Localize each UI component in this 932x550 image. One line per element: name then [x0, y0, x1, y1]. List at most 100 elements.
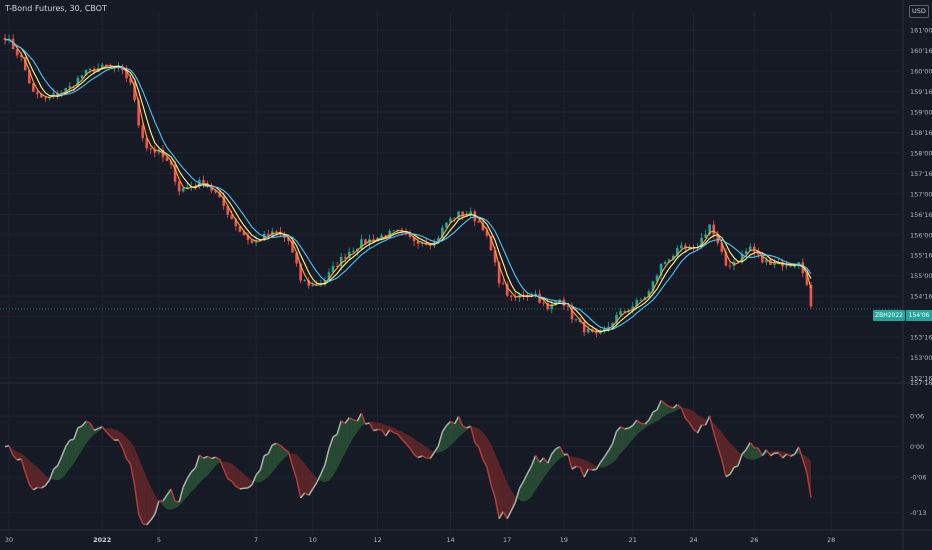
- osc-line-segment: [470, 426, 476, 443]
- osc-line-segment: [85, 420, 91, 424]
- candle-body: [615, 314, 618, 324]
- osc-cloud-segment: [450, 421, 455, 446]
- osc-cloud-segment: [264, 453, 269, 480]
- osc-line-segment: [340, 420, 346, 425]
- osc-cloud-segment: [203, 456, 208, 480]
- candle-body: [339, 256, 343, 267]
- ma-mid-line: [4, 38, 812, 332]
- osc-cloud-segment: [491, 444, 496, 497]
- candle-body: [586, 328, 590, 333]
- candle-body: [716, 234, 720, 244]
- osc-line-segment: [704, 415, 711, 426]
- osc-line-segment: [450, 420, 455, 425]
- osc-line-segment: [786, 453, 792, 457]
- axes: 161'00 160'16 160'00 159'16 159'00 158'16 158'…: [5, 27, 932, 544]
- x-tick-label: 17: [503, 536, 511, 544]
- osc-line-segment: [510, 502, 516, 512]
- candle-body: [44, 97, 47, 99]
- candle-body: [137, 100, 140, 126]
- candle-body: [28, 70, 31, 84]
- osc-cloud-segment: [183, 478, 188, 502]
- x-tick-label: 26: [750, 536, 758, 544]
- osc-line-segment: [109, 435, 115, 441]
- osc-line-segment: [539, 457, 545, 463]
- osc-line-segment: [656, 400, 662, 411]
- osc-cloud-segment: [515, 488, 520, 503]
- osc-line-segment: [514, 488, 521, 503]
- osc-line-segment: [137, 513, 144, 524]
- osc-line-segment: [518, 481, 525, 490]
- osc-cloud-segment: [296, 454, 301, 498]
- osc-line-segment: [308, 488, 314, 496]
- osc-cloud-segment: [239, 470, 244, 489]
- symbol-badge[interactable]: ZBH2022: [873, 310, 905, 321]
- osc-y-tick-label: 0'00: [910, 443, 924, 451]
- osc-cloud-segment: [665, 403, 670, 416]
- osc-line-segment: [417, 455, 423, 459]
- candle-body: [185, 186, 189, 188]
- osc-line-segment: [453, 416, 460, 425]
- osc-line-segment: [534, 455, 541, 463]
- candle-body: [558, 299, 562, 301]
- osc-cloud-segment: [272, 443, 277, 473]
- candle-body: [352, 250, 355, 252]
- osc-cloud-segment: [604, 450, 609, 468]
- candle-body: [19, 55, 23, 58]
- last-price-badge[interactable]: 154'06: [906, 310, 932, 321]
- osc-line-segment: [174, 500, 180, 503]
- osc-line-segment: [81, 420, 87, 427]
- osc-line-segment: [182, 478, 188, 488]
- candle-body: [416, 241, 420, 244]
- y-tick-label: 158'00: [910, 149, 932, 157]
- osc-line-segment: [154, 500, 160, 515]
- candle-body: [773, 262, 776, 265]
- osc-line-segment: [745, 442, 751, 450]
- osc-cloud-segment: [126, 437, 131, 465]
- osc-cloud-segment: [142, 467, 147, 525]
- candle-body: [214, 190, 217, 193]
- osc-cloud-segment: [207, 456, 212, 476]
- osc-line-segment: [672, 404, 678, 409]
- osc-line-segment: [401, 438, 407, 445]
- osc-cloud-segment: [499, 463, 504, 519]
- candle-body: [181, 187, 185, 192]
- currency-badge[interactable]: USD: [909, 5, 929, 18]
- candle-body: [550, 304, 554, 310]
- osc-cloud-segment: [401, 431, 406, 444]
- candle-body: [331, 266, 335, 273]
- osc-line-segment: [583, 468, 589, 478]
- candle-body: [141, 125, 144, 139]
- candles: [3, 33, 813, 338]
- candle-body: [631, 306, 635, 311]
- osc-line-segment: [251, 474, 257, 486]
- candle-body: [437, 238, 440, 243]
- osc-cloud-segment: [57, 456, 62, 481]
- osc-line-segment: [61, 446, 67, 457]
- osc-cloud-segment: [697, 414, 702, 434]
- osc-line-segment: [227, 478, 233, 482]
- osc-cloud-segment: [276, 443, 281, 468]
- osc-line-segment: [385, 429, 391, 437]
- ma-fast-line: [4, 38, 812, 333]
- osc-line-segment: [708, 415, 715, 433]
- osc-cloud-segment: [640, 423, 645, 431]
- osc-line-segment: [676, 403, 682, 409]
- x-tick-label: 19: [560, 536, 568, 544]
- osc-cloud-segment: [628, 425, 633, 445]
- osc-line-segment: [259, 455, 265, 471]
- candle-body: [295, 252, 298, 264]
- y-tick-label: 159'00: [910, 109, 932, 117]
- osc-line-segment: [721, 459, 727, 477]
- y-tick-label: 160'16: [910, 47, 932, 55]
- candle-body: [15, 49, 19, 56]
- osc-line-segment: [56, 456, 63, 466]
- osc-line-segment: [530, 455, 537, 467]
- candle-body: [497, 262, 501, 284]
- candle-body: [234, 219, 238, 227]
- candle-body: [720, 243, 724, 252]
- osc-line-segment: [486, 467, 492, 485]
- osc-line-segment: [53, 465, 59, 470]
- candle-body: [659, 263, 663, 276]
- candle-body: [485, 230, 489, 236]
